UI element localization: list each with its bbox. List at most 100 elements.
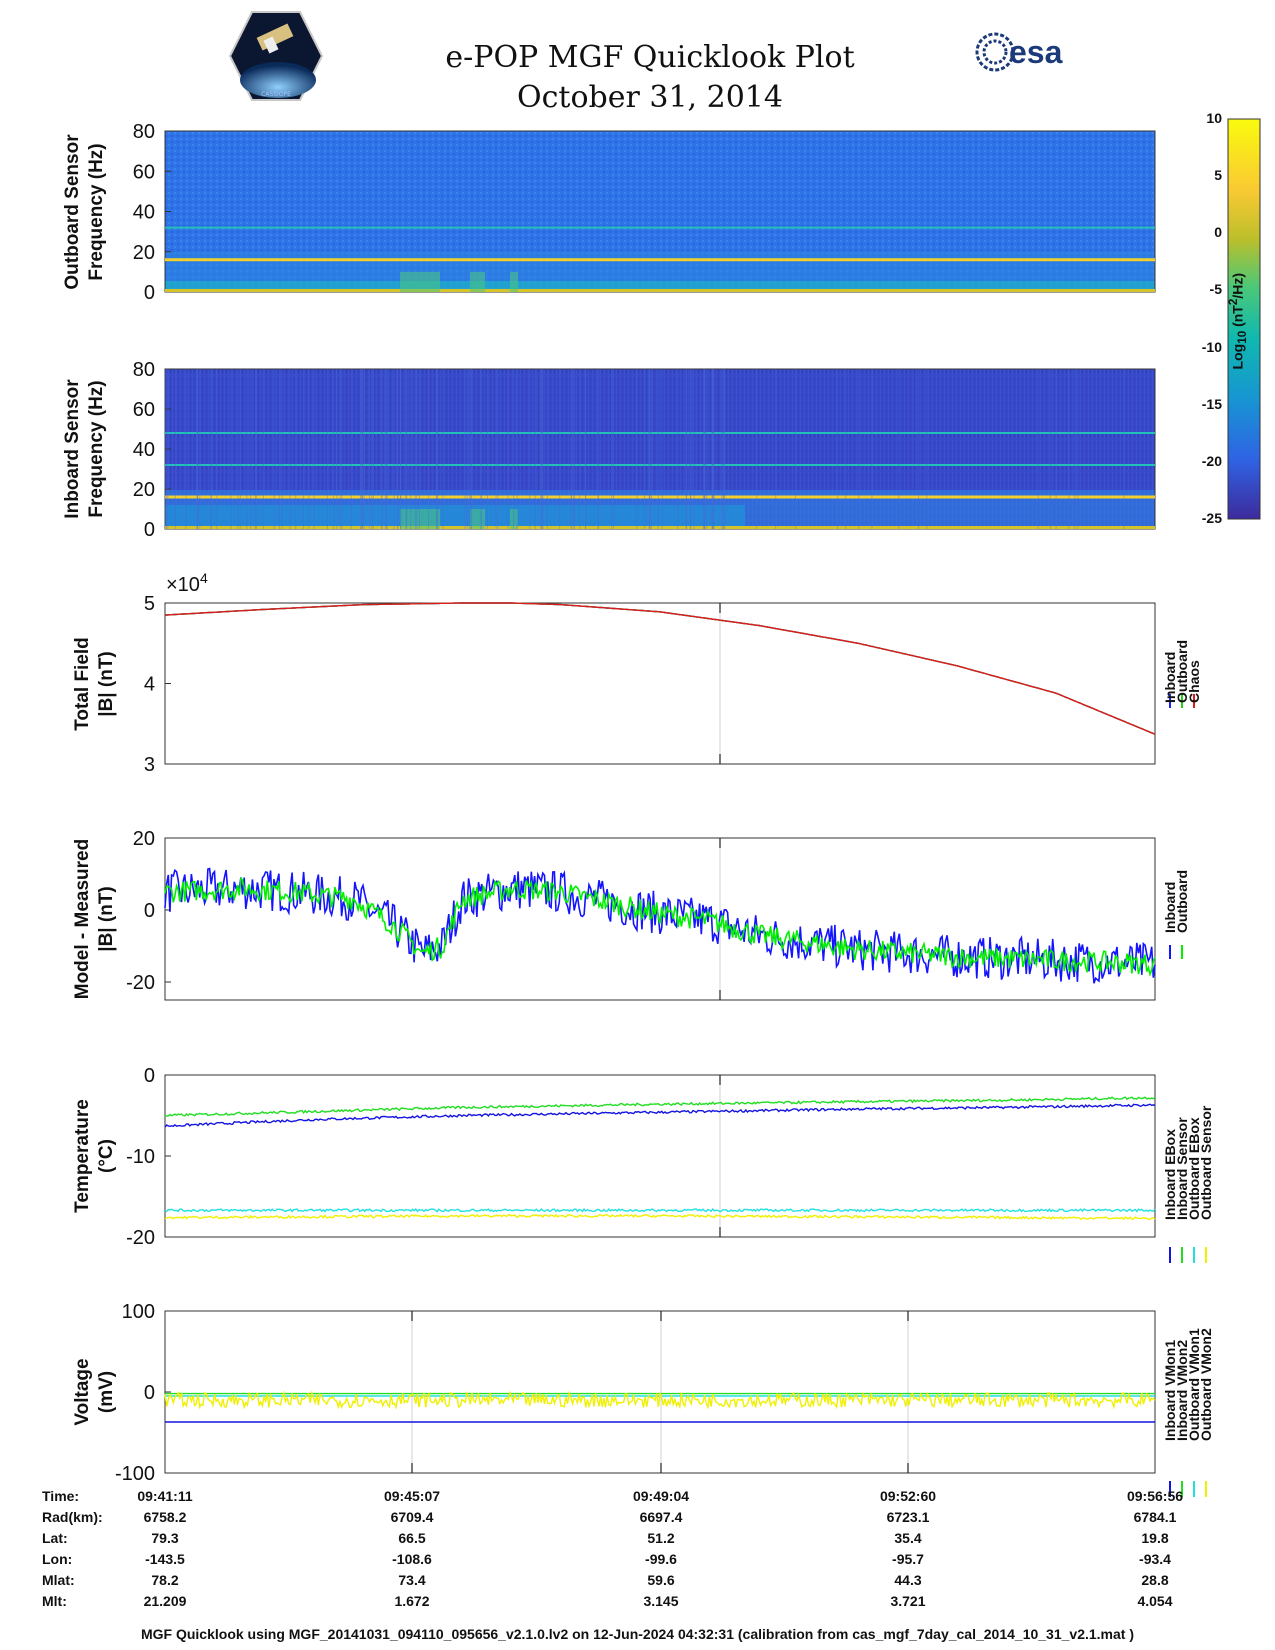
y-tick-label: 4 (144, 674, 155, 696)
exponent-label: ×104 (166, 570, 208, 596)
series-line-outboard (164, 602, 1156, 735)
info-cell: 3.721 (890, 1593, 926, 1609)
colorbar-tick-label: 0 (1214, 224, 1222, 241)
noise-burst (470, 271, 485, 292)
series-line-outboard-vmon2 (164, 1390, 1156, 1410)
y-tick-label: 20 (133, 242, 155, 264)
y-tick-label: 0 (144, 1065, 155, 1087)
info-row-label: Mlat: (42, 1572, 75, 1588)
y-tick-label: -100 (115, 1463, 155, 1485)
info-row-label: Lat: (42, 1530, 68, 1546)
info-cell: 6709.4 (390, 1509, 434, 1525)
y-tick-label: -10 (126, 1146, 155, 1168)
panel-frame (164, 1074, 1156, 1238)
legend-entry: Chaos (1186, 660, 1202, 703)
y-tick-label: 60 (133, 399, 155, 421)
colorbar-tick-label: -20 (1201, 452, 1222, 469)
y-tick-label: 80 (133, 121, 155, 143)
info-cell: 19.8 (1141, 1530, 1169, 1546)
info-cell: 73.4 (398, 1572, 426, 1588)
y-tick-label: 0 (144, 1382, 155, 1404)
colorbar (1227, 118, 1261, 520)
panel-frame (164, 837, 1156, 1001)
info-cell: 28.8 (1141, 1572, 1169, 1588)
svg-text:esa: esa (1009, 34, 1063, 70)
colorbar-tick-label: -5 (1209, 281, 1222, 298)
y-tick-label: 80 (133, 359, 155, 381)
info-cell: 79.3 (151, 1530, 179, 1546)
cassiope-logo-icon: CASSIOPE (228, 11, 324, 101)
panel-frame (164, 602, 1156, 765)
info-cell: 78.2 (151, 1572, 179, 1588)
y-tick-label: 40 (133, 202, 155, 224)
noise-burst (510, 271, 518, 292)
y-tick-label: -20 (126, 1227, 155, 1249)
info-cell: 09:52:60 (879, 1488, 937, 1504)
legend-entry: Outboard Sensor (1198, 1105, 1214, 1220)
colorbar-tick-label: 10 (1206, 110, 1222, 126)
y-tick-label: 0 (144, 282, 155, 304)
y-tick-label: 20 (133, 828, 155, 850)
info-cell: 6758.2 (143, 1509, 187, 1525)
noise-burst (510, 509, 518, 529)
info-cell: 6723.1 (886, 1509, 930, 1525)
series-line-inboard-ebox (164, 1103, 1156, 1128)
y-tick-label: 0 (144, 900, 155, 922)
y-axis-label: Outboard Sensor Frequency (Hz) (62, 133, 107, 290)
y-tick-label: 3 (144, 754, 155, 776)
legend-entry: Outboard VMon2 (1198, 1328, 1214, 1441)
svg-text:CASSIOPE: CASSIOPE (261, 91, 291, 98)
info-cell: 35.4 (894, 1530, 922, 1546)
info-cell: 6784.1 (1133, 1509, 1177, 1525)
series-line-chaos (164, 602, 1156, 735)
info-cell: 44.3 (894, 1572, 922, 1588)
series-line-inboard (164, 602, 1156, 735)
info-cell: 09:56:56 (1126, 1488, 1184, 1504)
info-cell: 09:49:04 (632, 1488, 690, 1504)
info-cell: -99.6 (645, 1551, 677, 1567)
info-cell: 4.054 (1137, 1593, 1173, 1609)
info-cell: 09:45:07 (383, 1488, 441, 1504)
y-axis-label: Inboard Sensor Frequency (Hz) (62, 379, 107, 519)
series-line-outboard-ebox (164, 1207, 1156, 1213)
info-cell: -108.6 (392, 1551, 432, 1567)
info-cell: -143.5 (145, 1551, 185, 1567)
inboard-spectrogram (165, 369, 1155, 529)
y-tick-label: 20 (133, 479, 155, 501)
info-row-label: Rad(km): (42, 1509, 103, 1525)
noise-burst (400, 509, 440, 529)
info-cell: 51.2 (647, 1530, 675, 1546)
info-row-label: Mlt: (42, 1593, 67, 1609)
outboard-spectrogram (165, 131, 1155, 292)
noise-burst (470, 509, 485, 529)
series-line-outboard (164, 876, 1156, 977)
y-axis-label: Model - Measured |B| (nT) (72, 838, 117, 1000)
y-tick-label: -20 (126, 972, 155, 994)
colorbar-tick-label: 5 (1214, 167, 1222, 184)
chart-subtitle-date: October 31, 2014 (517, 80, 783, 115)
info-cell: 1.672 (394, 1593, 430, 1609)
y-axis-label: Total Field |B| (nT) (72, 636, 117, 731)
series-line-inboard (164, 867, 1156, 984)
chart-title: e-POP MGF Quicklook Plot (445, 40, 855, 75)
y-tick-label: 5 (144, 593, 155, 615)
panel-frame (164, 1310, 1156, 1474)
info-row-label: Lon: (42, 1551, 73, 1567)
info-cell: 59.6 (647, 1572, 675, 1588)
info-row-label: Time: (42, 1488, 80, 1504)
y-axis-label: Voltage (mV) (72, 1358, 117, 1426)
colorbar-label: Log10 (nT2/Hz) (1226, 273, 1250, 370)
y-tick-label: 0 (144, 519, 155, 541)
y-axis-label: Temperature (°C) (72, 1099, 117, 1213)
low-frequency-band (165, 288, 1155, 292)
colorbar-tick-label: -15 (1201, 395, 1222, 412)
y-tick-label: 60 (133, 161, 155, 183)
footer-note: MGF Quicklook using MGF_20141031_094110_… (140, 1626, 1134, 1642)
colorbar-tick-label: -25 (1201, 510, 1222, 526)
low-frequency-band (165, 526, 1155, 529)
info-cell: 3.145 (643, 1593, 679, 1609)
info-cell: 09:41:11 (137, 1488, 193, 1504)
esa-logo-icon: esa (975, 32, 1063, 72)
info-cell: 6697.4 (639, 1509, 683, 1525)
